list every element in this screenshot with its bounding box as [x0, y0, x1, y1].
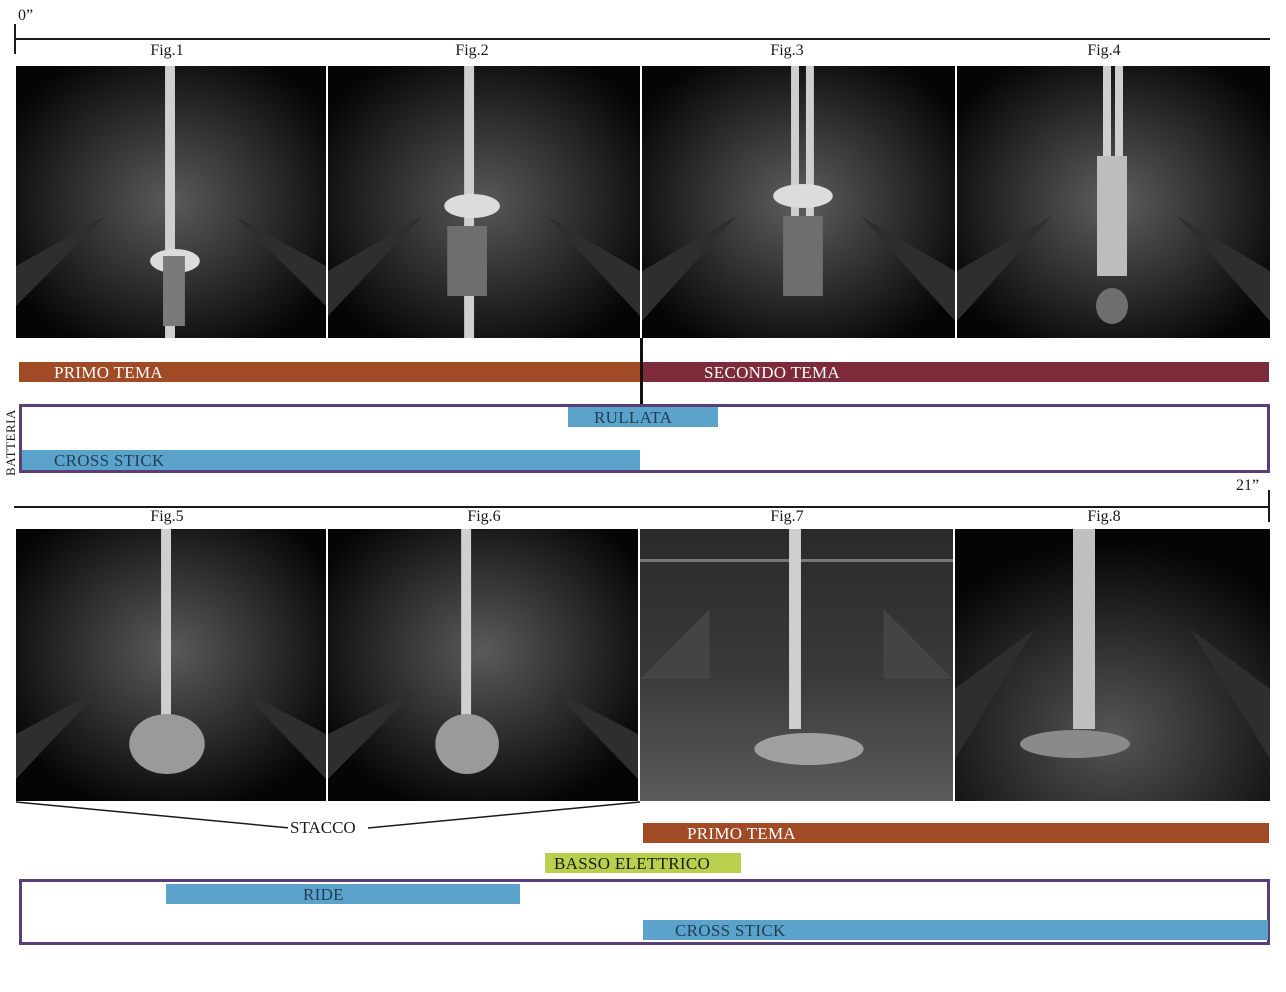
time-start-label: 0” [18, 7, 34, 24]
timeline-end-tick [1268, 490, 1270, 522]
rullata-bar: RULLATA [568, 407, 718, 427]
basso-elettrico-bar: BASSO ELETTRICO [545, 853, 741, 873]
fig-label-2: Fig.2 [455, 42, 489, 59]
timeline-axis-top [14, 38, 1270, 40]
batteria-frame-2 [19, 879, 1270, 945]
stacco-bracket [15, 801, 641, 829]
batteria-label: BATTERIA [3, 409, 18, 476]
rullata-label: RULLATA [594, 408, 673, 427]
fig-label-1: Fig.1 [150, 42, 184, 59]
ride-bar: RIDE [166, 884, 520, 904]
aerial-photo-fig-3 [642, 66, 957, 338]
aerial-photo-fig-2 [328, 66, 642, 338]
fig-label-3: Fig.3 [770, 42, 804, 59]
fig-label-6: Fig.6 [467, 508, 501, 525]
primo-tema-label-1: PRIMO TEMA [54, 363, 163, 382]
secondo-tema-label: SECONDO TEMA [704, 363, 840, 382]
cross-stick-bar-2: CROSS STICK [643, 920, 1268, 940]
secondo-tema-bar: SECONDO TEMA [643, 362, 1269, 382]
aerial-photo-fig-4 [957, 66, 1270, 338]
primo-tema-label-2: PRIMO TEMA [687, 824, 796, 843]
stacco-label: STACCO [288, 818, 358, 838]
primo-tema-bar-2: PRIMO TEMA [643, 823, 1269, 843]
fig-label-4: Fig.4 [1087, 42, 1121, 59]
ride-label: RIDE [303, 885, 344, 904]
aerial-photo-fig-7 [640, 529, 955, 801]
aerial-photo-fig-8 [955, 529, 1270, 801]
fig-label-7: Fig.7 [770, 508, 804, 525]
primo-tema-bar-1: PRIMO TEMA [19, 362, 641, 382]
cross-stick-label-1: CROSS STICK [54, 451, 165, 470]
basso-elettrico-label: BASSO ELETTRICO [554, 854, 711, 873]
fig-label-8: Fig.8 [1087, 508, 1121, 525]
aerial-photo-fig-6 [328, 529, 640, 801]
timeline-axis-bottom [14, 506, 1270, 508]
aerial-photo-fig-5 [16, 529, 328, 801]
theme-change-marker [640, 338, 643, 404]
batteria-frame-1 [19, 404, 1270, 473]
fig-label-5: Fig.5 [150, 508, 184, 525]
cross-stick-label-2: CROSS STICK [675, 921, 786, 940]
time-end-label: 21” [1236, 477, 1260, 494]
aerial-photo-fig-1 [16, 66, 328, 338]
cross-stick-bar-1: CROSS STICK [22, 450, 640, 470]
